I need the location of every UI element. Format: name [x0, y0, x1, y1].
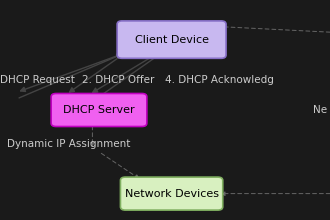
- FancyBboxPatch shape: [117, 21, 226, 58]
- Text: DHCP Server: DHCP Server: [63, 105, 135, 115]
- Text: 4. DHCP Acknowledg: 4. DHCP Acknowledg: [165, 75, 274, 85]
- Text: Ne: Ne: [314, 105, 328, 115]
- FancyBboxPatch shape: [51, 94, 147, 126]
- Text: Network Devices: Network Devices: [125, 189, 218, 199]
- Text: Dynamic IP Assignment: Dynamic IP Assignment: [7, 139, 130, 149]
- Text: DHCP Request: DHCP Request: [0, 75, 75, 85]
- Text: 2. DHCP Offer: 2. DHCP Offer: [82, 75, 155, 85]
- Text: Client Device: Client Device: [135, 35, 209, 45]
- FancyBboxPatch shape: [120, 177, 223, 210]
